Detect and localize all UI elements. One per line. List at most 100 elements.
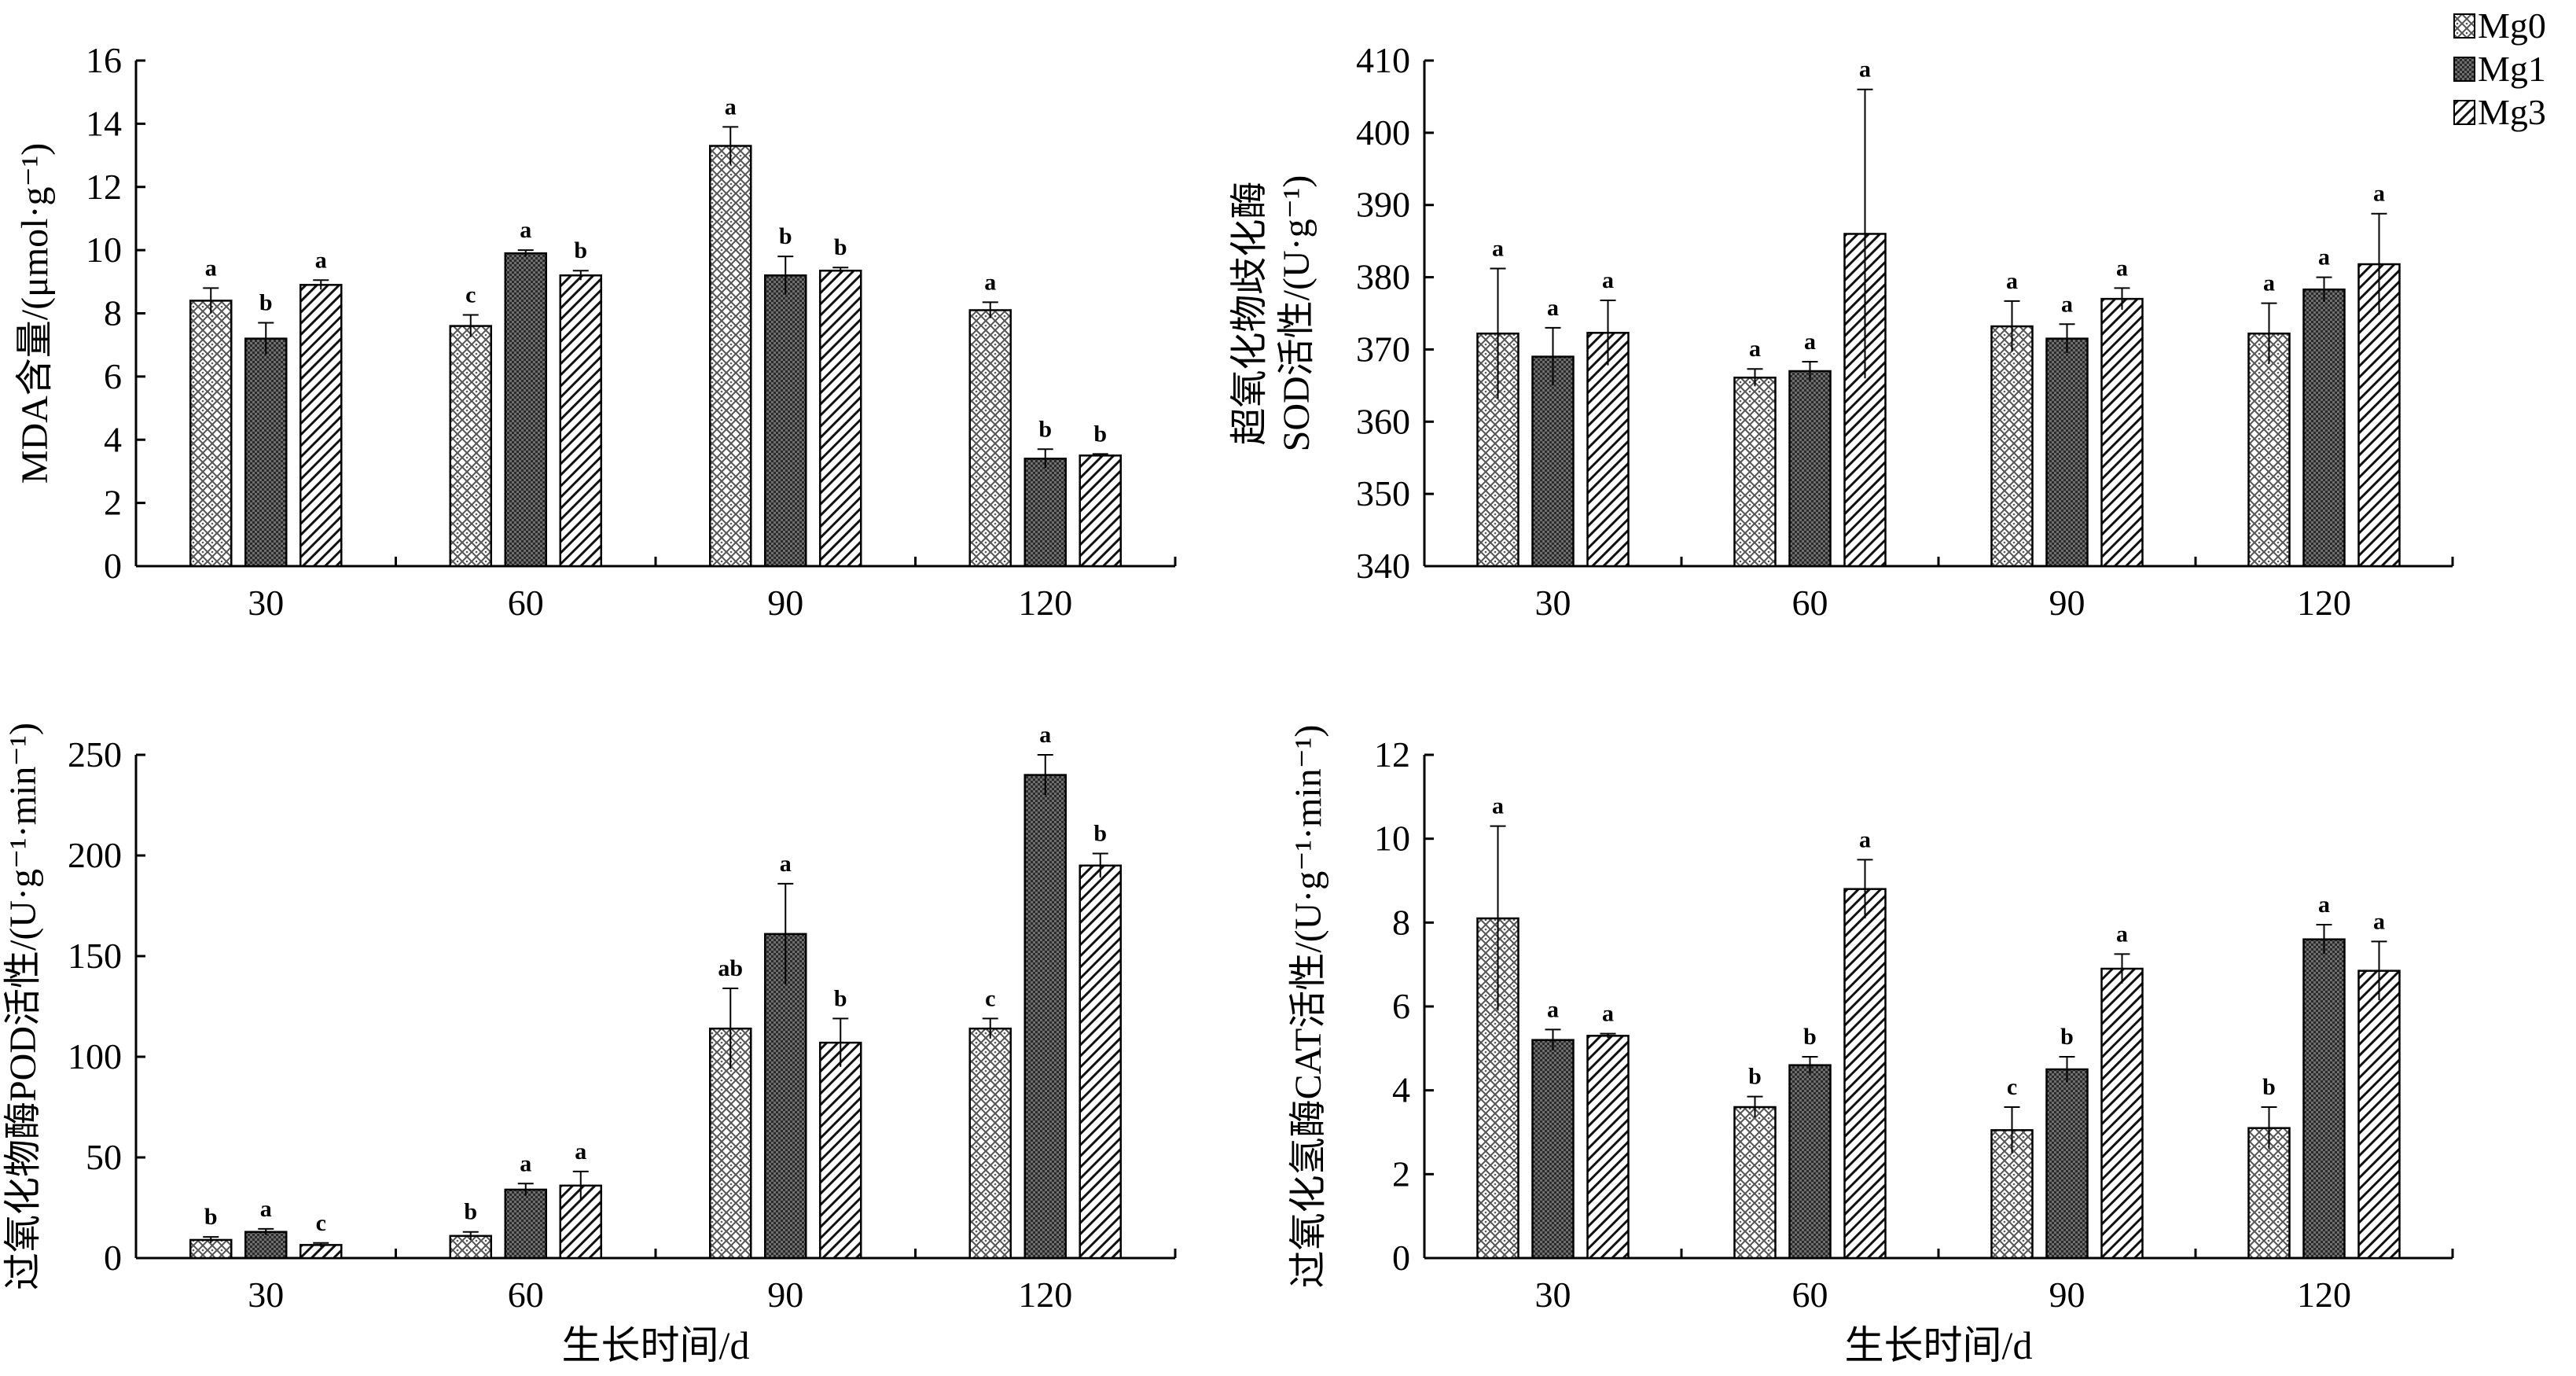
significance-letter: a (2006, 268, 2018, 294)
y-axis-label: 超氧化物歧化酶 (1229, 181, 1270, 445)
significance-letter: a (1492, 236, 1504, 262)
x-axis-label: 生长时间/d (562, 1323, 750, 1367)
bar-mg0 (449, 325, 492, 568)
x-tick-label: 120 (1018, 1275, 1072, 1315)
significance-letter: b (2262, 1074, 2276, 1100)
y-tick-label: 360 (1356, 401, 1410, 441)
significance-letter: b (1038, 416, 1052, 442)
significance-letter: c (316, 1210, 326, 1236)
x-tick-label: 90 (2049, 1275, 2085, 1315)
x-tick-label: 90 (767, 1275, 803, 1315)
y-tick-label: 340 (1356, 546, 1410, 586)
significance-letter: b (2060, 1024, 2074, 1050)
y-tick-label: 16 (86, 40, 122, 80)
bar-mg3 (559, 274, 602, 568)
significance-letter: a (2318, 892, 2330, 918)
x-tick-label: 30 (1535, 583, 1571, 623)
legend: Mg0 Mg1 Mg3 (2453, 6, 2546, 132)
significance-letter: a (1859, 826, 1871, 852)
y-axis-label: MDA含量/(μmol·g⁻¹) (14, 143, 56, 484)
y-tick-label: 12 (1374, 734, 1410, 774)
legend-label-mg1: Mg1 (2478, 49, 2546, 89)
bar-mg3 (819, 269, 862, 568)
significance-letter: a (2373, 181, 2385, 207)
bar-mg3 (1079, 454, 1122, 568)
y-tick-label: 12 (86, 167, 122, 207)
bar-mg1 (2045, 337, 2089, 568)
x-tick-label: 60 (508, 1275, 544, 1315)
significance-letter: b (259, 290, 273, 316)
significance-letter: c (465, 282, 476, 308)
bar-mg3 (1586, 332, 1630, 568)
y-tick-label: 6 (104, 356, 122, 396)
y-tick-label: 150 (68, 936, 122, 976)
bar-mg1 (2302, 938, 2346, 1260)
legend-label-mg3: Mg3 (2478, 92, 2546, 132)
significance-letter: a (725, 94, 737, 120)
significance-letter: a (1492, 793, 1504, 819)
y-axis-label: SOD活性/(U·g⁻¹) (1276, 175, 1317, 452)
x-tick-label: 60 (508, 583, 544, 623)
bar-mg3 (2100, 967, 2144, 1260)
y-tick-label: 8 (104, 293, 122, 333)
bar-mg1 (1531, 1039, 1575, 1260)
bar-mg3 (1079, 864, 1122, 1260)
significance-letter: a (520, 1150, 531, 1176)
significance-letter: b (574, 237, 587, 263)
significance-letter: a (2318, 245, 2330, 270)
significance-letter: a (2116, 921, 2128, 947)
significance-letter: a (1039, 722, 1051, 748)
x-tick-label: 30 (248, 583, 284, 623)
y-tick-label: 2 (104, 483, 122, 523)
significance-letter: b (464, 1199, 477, 1225)
y-tick-label: 380 (1356, 257, 1410, 297)
x-tick-label: 30 (248, 1275, 284, 1315)
y-axis-label: 过氧化物酶POD活性/(U·g⁻¹·min⁻¹) (2, 723, 44, 1290)
y-tick-label: 410 (1356, 40, 1410, 80)
bar-mg1 (1023, 774, 1067, 1260)
significance-letter: a (1859, 57, 1871, 83)
legend-swatch-mg1 (2453, 57, 2475, 82)
x-axis-label: 生长时间/d (1845, 1323, 2033, 1367)
bar-mg0 (968, 309, 1012, 568)
bar-mg0 (968, 1027, 1012, 1260)
significance-letter: a (2061, 291, 2073, 317)
y-tick-label: 100 (68, 1036, 122, 1076)
bar-mg1 (1023, 458, 1067, 568)
bar-mg0 (709, 145, 752, 568)
significance-letter: a (1749, 336, 1761, 362)
x-tick-label: 120 (1018, 583, 1072, 623)
y-axis-label: 过氧化氢酶CAT活性/(U·g⁻¹·min⁻¹) (1288, 725, 1329, 1289)
panel-sod: 340 350 360 370 380 390 400 410 30 60 90 120 a a a a a a a… (1229, 40, 2454, 623)
significance-letter: b (834, 985, 847, 1011)
significance-letter: a (205, 255, 217, 281)
significance-letter: b (1803, 1024, 1817, 1050)
significance-letter: a (2116, 255, 2128, 281)
y-tick-label: 4 (104, 419, 122, 459)
significance-letter: b (779, 223, 792, 249)
bar-mg3 (1586, 1035, 1630, 1260)
y-tick-label: 2 (1392, 1153, 1410, 1194)
significance-letter: a (1602, 267, 1614, 293)
bar-mg1 (504, 252, 547, 568)
significance-letter: a (2373, 908, 2385, 934)
x-tick-label: 30 (1535, 1275, 1571, 1315)
significance-letter: b (1093, 421, 1107, 447)
significance-letter: a (520, 217, 531, 243)
significance-letter: b (1748, 1064, 1762, 1090)
panel-cat: 0 2 4 6 8 10 12 30 60 90 120 a a a b b a c b a b a a 过氧化氢酶CAT活性… (1288, 725, 2454, 1367)
significance-letter: b (834, 234, 847, 260)
significance-letter: a (260, 1196, 272, 1222)
y-tick-label: 8 (1392, 902, 1410, 942)
x-tick-label: 120 (2297, 583, 2351, 623)
bar-mg0 (2247, 332, 2291, 568)
y-tick-label: 0 (104, 546, 122, 586)
y-tick-label: 10 (86, 230, 122, 270)
significance-letter: a (1547, 996, 1559, 1022)
bar-mg0 (1733, 377, 1777, 568)
y-tick-label: 390 (1356, 185, 1410, 225)
significance-letter: a (984, 269, 996, 295)
significance-letter: a (315, 247, 327, 273)
bar-mg1 (2302, 288, 2346, 568)
